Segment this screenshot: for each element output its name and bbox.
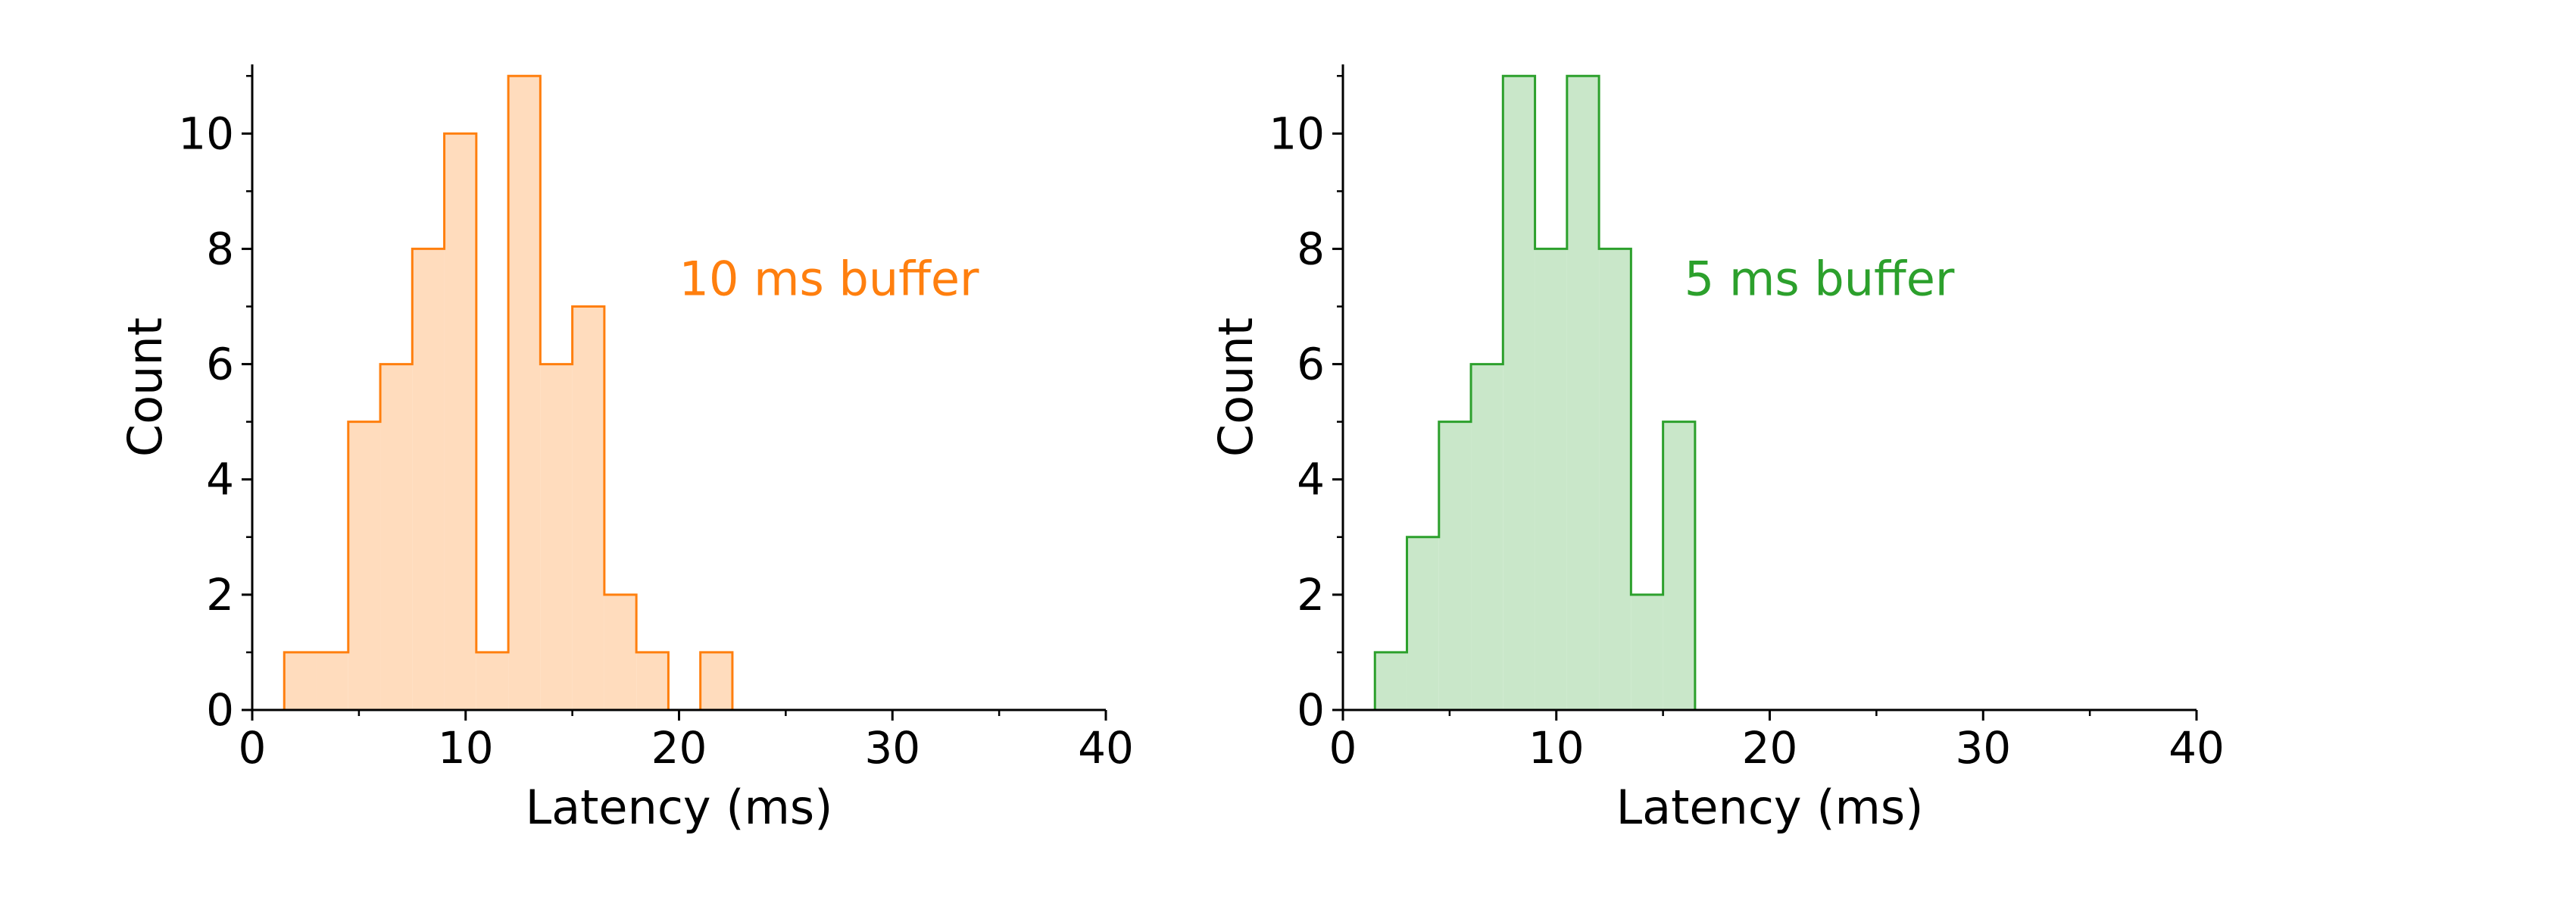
- x-tick-label: 30: [1955, 722, 2011, 774]
- histogram-bar: [1503, 76, 1535, 710]
- y-tick-label: 0: [1297, 684, 1325, 736]
- histogram-bar: [284, 652, 317, 710]
- x-axis-label: Latency (ms): [1616, 780, 1924, 835]
- y-tick-label: 8: [206, 223, 234, 274]
- histogram-bar: [1407, 536, 1439, 710]
- histogram-bar: [476, 652, 509, 710]
- histogram-outline: [1373, 74, 1697, 710]
- histogram-outline: [283, 74, 734, 711]
- x-tick-label: 0: [1329, 722, 1357, 774]
- x-tick-label: 20: [651, 722, 707, 774]
- histogram-bar: [508, 76, 541, 710]
- histogram-bar: [1566, 76, 1600, 710]
- x-tick-label: 30: [864, 722, 920, 774]
- x-tick-label: 10: [1528, 722, 1585, 774]
- series-annotation: 5 ms buffer: [1685, 251, 1955, 306]
- x-tick-label: 40: [1078, 722, 1134, 774]
- x-tick-label: 40: [2169, 722, 2225, 774]
- x-tick-label: 10: [438, 722, 494, 774]
- x-axis-label: Latency (ms): [526, 780, 833, 835]
- histogram-bar: [1375, 652, 1407, 710]
- y-axis-label: Count: [1208, 317, 1263, 457]
- y-tick-label: 2: [1297, 569, 1325, 621]
- y-tick-label: 6: [206, 339, 234, 390]
- histogram-bar: [1438, 421, 1472, 710]
- series-annotation: 10 ms buffer: [679, 251, 980, 306]
- histogram-bar: [348, 421, 381, 710]
- histogram-bar: [636, 652, 669, 710]
- histogram-bar: [1471, 364, 1503, 710]
- y-tick-label: 8: [1297, 223, 1325, 274]
- histogram-bar: [540, 364, 573, 710]
- histogram-bar: [444, 133, 476, 711]
- histogram-panel-10ms: 0 10 20 30 40 0 2 4 6 8 10 Latency (ms) Count 10 ms b…: [117, 64, 1134, 835]
- y-tick-label: 10: [1269, 108, 1325, 159]
- histogram-bar: [380, 364, 413, 710]
- histogram-bar: [1599, 249, 1631, 710]
- histogram-bar: [700, 652, 732, 710]
- y-tick-label: 10: [178, 108, 234, 159]
- y-tick-label: 4: [206, 454, 234, 505]
- histogram-bar: [412, 249, 445, 710]
- y-tick-label: 4: [1297, 454, 1325, 505]
- y-tick-label: 2: [206, 569, 234, 621]
- x-tick-label: 0: [239, 722, 267, 774]
- y-tick-label: 0: [206, 684, 234, 736]
- histogram-bar: [1663, 421, 1695, 710]
- y-tick-label: 6: [1297, 339, 1325, 390]
- histogram-bar: [572, 306, 604, 710]
- histogram-bar: [604, 594, 637, 710]
- histogram-bar: [1631, 594, 1663, 710]
- x-tick-label: 20: [1742, 722, 1798, 774]
- histogram-panel-5ms: 0 10 20 30 40 0 2 4 6 8 10 Latency (ms) Count 5 ms bu…: [1208, 64, 2225, 835]
- histogram-bar: [1535, 249, 1567, 710]
- y-axis-label: Count: [117, 317, 173, 457]
- histogram-bar: [316, 652, 348, 710]
